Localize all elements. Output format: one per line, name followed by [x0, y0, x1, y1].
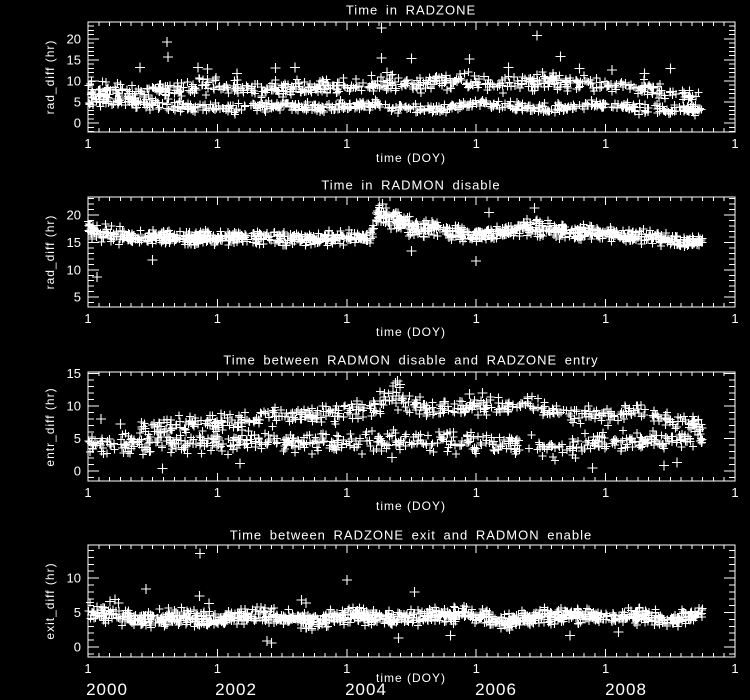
plot1-frame — [87, 21, 736, 133]
plot3-outlier-points — [96, 376, 682, 474]
plot2-ylabel: rad_diff (hr) — [43, 214, 57, 290]
plot3-x-tick-label: 1 — [602, 485, 609, 500]
plot2-xlabel: time (DOY) — [376, 325, 446, 339]
entry-diff-lower-band-points — [84, 426, 707, 465]
plot1-x-tick-label: 1 — [214, 136, 221, 151]
plot2-x-tick-label: 1 — [731, 311, 738, 326]
plot1-outlier-points — [135, 23, 676, 79]
plot3-xlabel: time (DOY) — [376, 499, 446, 513]
plot3-y-tick-label: 0 — [74, 464, 81, 479]
plot2-title: Time in RADMON disable — [321, 177, 501, 193]
plot4-ylabel: exit_diff (hr) — [43, 562, 57, 640]
plot1-ylabel: rad_diff (hr) — [43, 39, 57, 115]
plot2-y-tick-label: 10 — [67, 262, 81, 277]
plot3-x-tick-label: 1 — [343, 485, 350, 500]
plot2-outlier-points — [92, 199, 540, 282]
plot3-x-tick-label: 1 — [214, 485, 221, 500]
entry-diff-upper-band-points — [136, 382, 707, 440]
plot4-x-tick-label: 1 — [731, 661, 738, 676]
plot2-x-tick-label: 1 — [214, 311, 221, 326]
plot4-y-tick-label: 5 — [74, 605, 81, 620]
plot1-y-tick-label: 5 — [74, 95, 81, 110]
plot4-x-tick-label: 1 — [84, 661, 91, 676]
plot4-xlabel: time (DOY) — [376, 671, 446, 685]
radmon-disable-band-points — [84, 201, 707, 251]
plot1-x-tick-label: 1 — [473, 136, 480, 151]
year-label-2000: 2000 — [86, 680, 128, 699]
plot2-y-tick-label: 20 — [67, 208, 81, 223]
plot2-x-tick-label: 1 — [473, 311, 480, 326]
plot2-x-tick-label: 1 — [84, 311, 91, 326]
year-label-2004: 2004 — [345, 680, 387, 699]
plot3-title: Time between RADMON disable and RADZONE … — [223, 352, 599, 368]
plot2-axis-ticks — [87, 197, 736, 307]
plot2-x-tick-label: 1 — [343, 311, 350, 326]
radzone-duration-upper-band-points — [84, 68, 703, 109]
exit-diff-band-points — [84, 598, 707, 634]
plot3-y-tick-label: 5 — [74, 431, 81, 446]
plot2-y-tick-label: 15 — [67, 235, 81, 250]
plot1-y-tick-label: 0 — [74, 116, 81, 131]
plot3-x-tick-label: 1 — [84, 485, 91, 500]
plot1-x-tick-label: 1 — [602, 136, 609, 151]
plot4-outlier-points — [105, 548, 624, 648]
plot1-y-tick-label: 20 — [67, 31, 81, 46]
year-label-2002: 2002 — [215, 680, 257, 699]
plot1-axis-ticks — [87, 21, 736, 132]
plot3-y-tick-label: 10 — [67, 398, 81, 413]
plot4-x-tick-label: 1 — [214, 661, 221, 676]
plot3-y-tick-label: 15 — [67, 366, 81, 381]
plot4-y-tick-label: 10 — [67, 571, 81, 586]
plot1-x-tick-label: 1 — [731, 136, 738, 151]
plot3-x-tick-label: 1 — [473, 485, 480, 500]
plot4-x-tick-label: 1 — [473, 661, 480, 676]
plot4-x-tick-label: 1 — [602, 661, 609, 676]
plot4-y-tick-label: 0 — [74, 640, 81, 655]
plot3-x-tick-label: 1 — [731, 485, 738, 500]
plot4-title: Time between RADZONE exit and RADMON ena… — [229, 527, 593, 543]
plot1-xlabel: time (DOY) — [376, 151, 446, 165]
plot1-y-tick-label: 10 — [67, 74, 81, 89]
radzone-duration-lower-band-points — [85, 89, 706, 120]
year-label-2006: 2006 — [475, 680, 517, 699]
plot1-x-tick-label: 1 — [343, 136, 350, 151]
plot4-axis-ticks — [87, 545, 736, 657]
plot4-frame — [87, 544, 736, 658]
plot4-x-tick-label: 1 — [343, 661, 350, 676]
plot3-ylabel: entr_diff (hr) — [43, 387, 57, 467]
plot1-y-tick-label: 15 — [67, 52, 81, 67]
plot2-y-tick-label: 5 — [74, 290, 81, 305]
plot1-x-tick-label: 1 — [84, 136, 91, 151]
plot2-x-tick-label: 1 — [602, 311, 609, 326]
plot1-title: Time in RADZONE — [345, 2, 477, 18]
year-label-2008: 2008 — [605, 680, 647, 699]
